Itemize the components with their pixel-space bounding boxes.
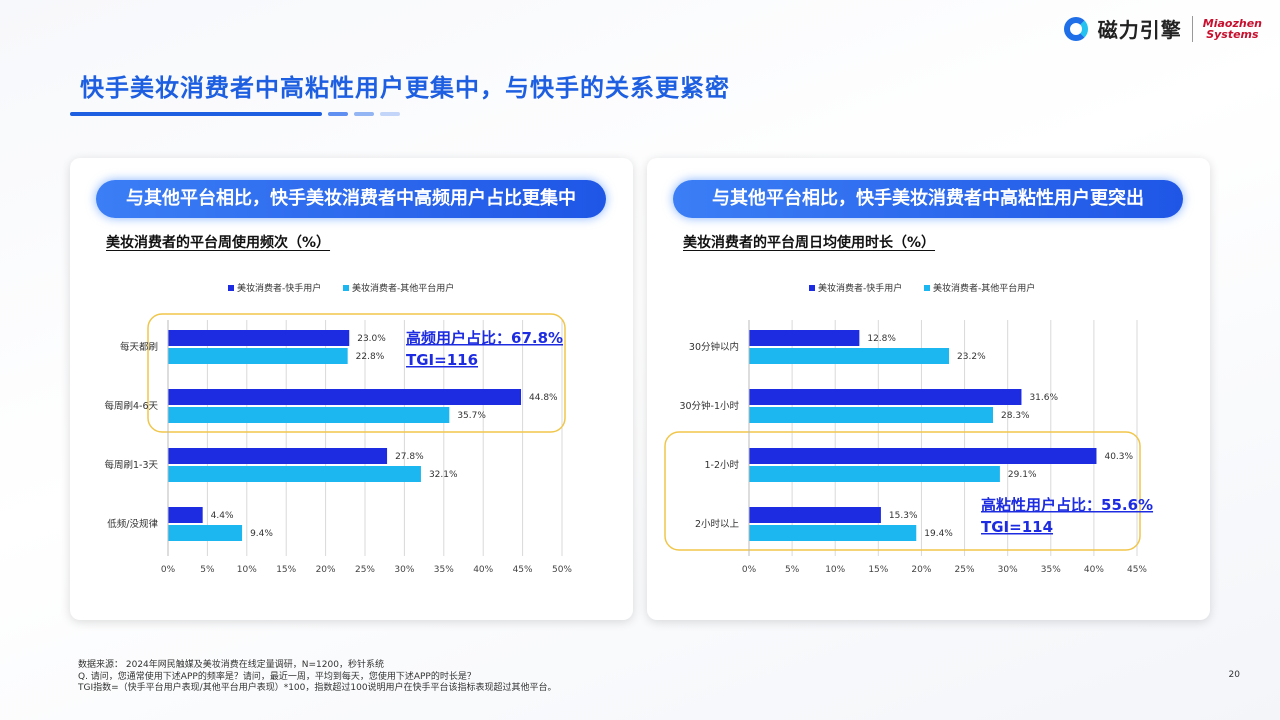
page-title: 快手美妆消费者中高粘性用户更集中，与快手的关系更紧密 (80, 74, 730, 102)
x-tick-label: 0% (742, 565, 757, 575)
bar-value-label: 27.8% (395, 452, 424, 462)
category-label: 30分钟以内 (689, 341, 739, 353)
right-panel-title: 与其他平台相比，快手美妆消费者中高粘性用户更突出 (673, 180, 1183, 218)
footnote-source: 数据来源： 2024年网民触媒及美妆消费在线定量调研，N=1200，秒针系统 (78, 660, 384, 670)
right-bar-chart: 0% 5% 10% 15% 20% 25% 30% 35% 40% 45% 美妆消费者-快手用户 美妆… (664, 282, 1153, 575)
bar (749, 466, 1000, 482)
x-tick-label: 25% (355, 565, 375, 575)
x-tick-label: 10% (825, 565, 845, 575)
bar-value-label: 12.8% (867, 334, 896, 344)
bar (749, 525, 917, 541)
x-tick-label: 45% (513, 565, 533, 575)
brand-name-en-line2: Systems (1206, 27, 1259, 41)
bar (749, 507, 881, 523)
category-label: 每天都刷 (120, 341, 158, 353)
brand-name-cn: 磁力引擎 (1097, 18, 1182, 42)
bar (168, 507, 203, 523)
bar (749, 389, 1022, 405)
x-tick-label: 5% (785, 565, 800, 575)
x-tick-label: 30% (394, 565, 414, 575)
bar-value-label: 23.2% (957, 352, 986, 362)
category-label: 2小时以上 (695, 518, 740, 530)
bar-value-label: 4.4% (211, 511, 234, 521)
x-tick-label: 40% (1084, 565, 1104, 575)
category-label: 每周刷1-3天 (104, 459, 158, 471)
title-underline (70, 112, 400, 116)
bar-value-label: 28.3% (1001, 411, 1030, 421)
left-panel-title: 与其他平台相比，快手美妆消费者中高频用户占比更集中 (96, 180, 606, 218)
bar-value-label: 19.4% (924, 529, 953, 539)
footnote-tgi: TGI指数=（快手平台用户表现/其他平台用户表现）*100，指数超过100说明用… (78, 683, 557, 693)
callout-text: 高频用户占比：67.8% (406, 329, 563, 347)
category-label: 每周刷4-6天 (104, 400, 158, 412)
x-tick-label: 40% (473, 565, 493, 575)
category-label: 低频/没规律 (107, 518, 158, 530)
bar-value-label: 31.6% (1029, 393, 1058, 403)
bar-value-label: 23.0% (357, 334, 386, 344)
bar-value-label: 35.7% (457, 411, 486, 421)
callout-text: TGI=116 (406, 351, 478, 369)
brand-name-en: Miaozhen Systems (1203, 18, 1262, 40)
x-tick-label: 25% (955, 565, 975, 575)
bar (168, 348, 348, 364)
left-bar-chart: 0% 5% 10% 15% 20% 25% 30% 35% 40% 45% 50% 美妆消费者-快手用… (104, 282, 572, 575)
x-tick-label: 5% (200, 565, 215, 575)
bar-value-label: 44.8% (529, 393, 558, 403)
highlight-box (664, 431, 1141, 551)
callout-text: 高粘性用户占比：55.6% (981, 496, 1153, 514)
bar (749, 348, 950, 364)
x-tick-label: 35% (434, 565, 454, 575)
bar-value-label: 29.1% (1008, 470, 1037, 480)
bar (168, 448, 388, 464)
bar-value-label: 40.3% (1104, 452, 1133, 462)
bar (749, 330, 860, 346)
bar-value-label: 15.3% (889, 511, 918, 521)
x-tick-label: 30% (998, 565, 1018, 575)
bar (168, 466, 421, 482)
logo-divider (1191, 15, 1193, 42)
page-number: 20 (1228, 670, 1240, 680)
brand-logo: 磁力引擎 Miaozhen Systems (1063, 14, 1262, 43)
x-tick-label: 0% (161, 565, 176, 575)
legend-swatch (343, 285, 349, 291)
legend-swatch (809, 285, 815, 291)
bar (749, 407, 994, 423)
category-label: 30分钟-1小时 (679, 400, 739, 412)
bar (168, 330, 350, 346)
x-tick-label: 10% (237, 565, 257, 575)
bar-value-label: 22.8% (356, 352, 385, 362)
right-chart-card: 与其他平台相比，快手美妆消费者中高粘性用户更突出 美妆消费者的平台周日均使用时长… (647, 158, 1210, 620)
bar (168, 407, 450, 423)
brand-mark-icon (1063, 16, 1088, 41)
legend-swatch (924, 285, 930, 291)
left-chart-card: 与其他平台相比，快手美妆消费者中高频用户占比更集中 美妆消费者的平台周使用频次（… (70, 158, 633, 620)
legend-label: 美妆消费者-快手用户 (818, 282, 902, 294)
bar-value-label: 9.4% (250, 529, 273, 539)
legend-swatch (228, 285, 234, 291)
bar (168, 525, 243, 541)
brand-name-en-line1: Miaozhen (1202, 16, 1262, 30)
bar-value-label: 32.1% (429, 470, 458, 480)
x-tick-label: 15% (868, 565, 888, 575)
footnote-question: Q. 请问，您通常使用下述APP的频率是？请问，最近一周，平均到每天，您使用下述… (78, 671, 476, 682)
x-tick-label: 20% (911, 565, 931, 575)
x-tick-label: 20% (316, 565, 336, 575)
x-tick-label: 45% (1127, 565, 1147, 575)
legend-label: 美妆消费者-其他平台用户 (933, 282, 1035, 294)
highlight-box (147, 313, 566, 433)
footnote: 数据来源： 2024年网民触媒及美妆消费在线定量调研，N=1200，秒针系统 Q… (78, 660, 557, 695)
legend-label: 美妆消费者-快手用户 (237, 282, 321, 294)
x-tick-label: 35% (1041, 565, 1061, 575)
x-tick-label: 50% (552, 565, 572, 575)
x-tick-label: 15% (276, 565, 296, 575)
legend-label: 美妆消费者-其他平台用户 (352, 282, 454, 294)
bar (168, 389, 522, 405)
category-label: 1-2小时 (704, 459, 739, 471)
callout-text: TGI=114 (981, 518, 1053, 536)
left-chart-title: 美妆消费者的平台周使用频次（%） (106, 235, 331, 251)
bar (749, 448, 1097, 464)
right-chart-title: 美妆消费者的平台周日均使用时长（%） (683, 235, 936, 251)
